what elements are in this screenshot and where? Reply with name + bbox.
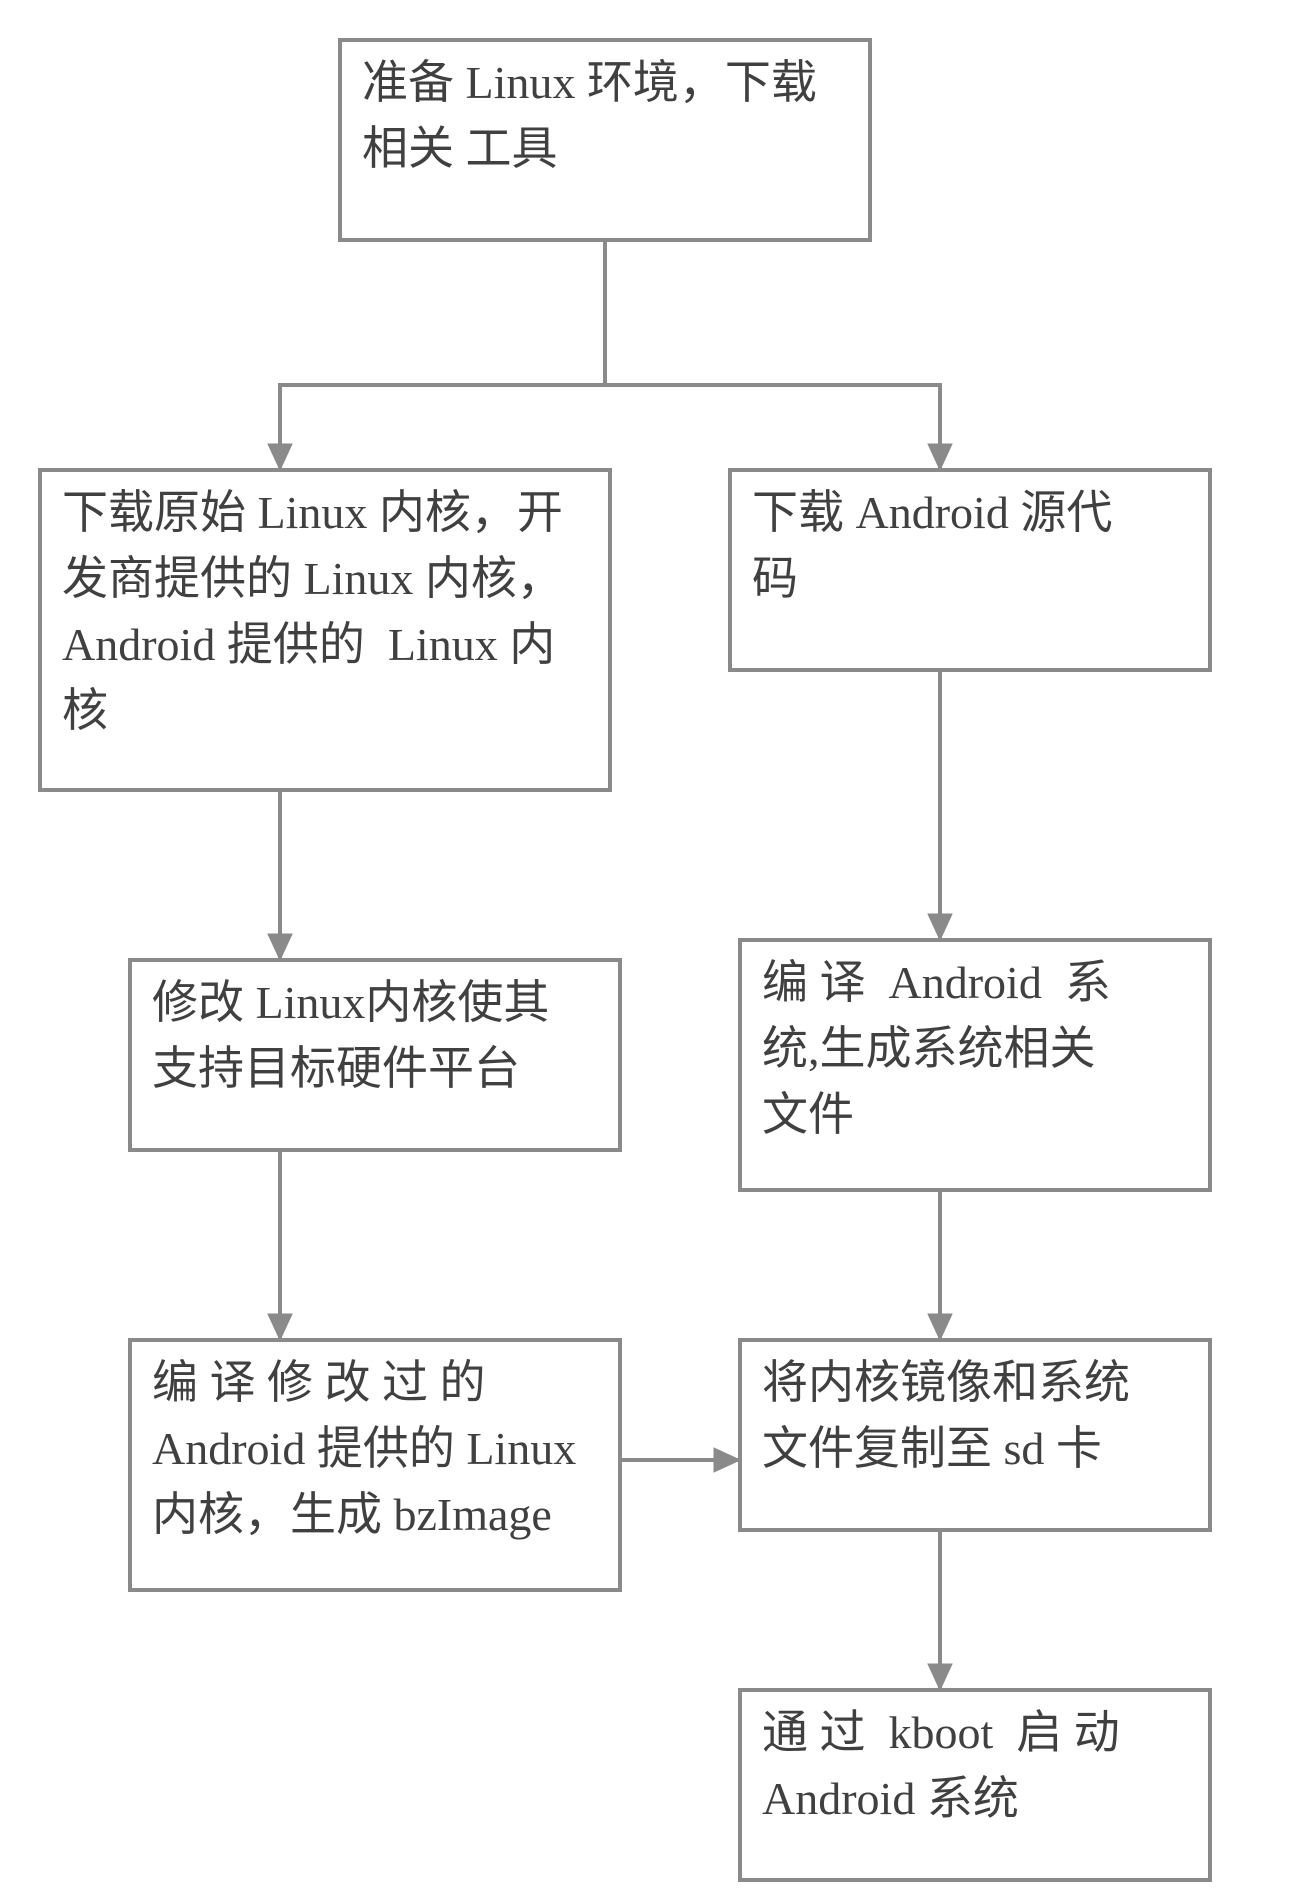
flowchart: 准备 Linux 环境，下载相关 工具下载原始 Linux 内核，开发商提供的 … (0, 0, 1289, 1896)
arrowhead (268, 1314, 292, 1340)
edge-prep-to-dlkern (280, 240, 605, 470)
arrowhead (928, 444, 952, 470)
arrowhead (268, 444, 292, 470)
node-text: 修改 Linux内核使其支持目标硬件平台 (152, 977, 549, 1094)
arrowhead (928, 1664, 952, 1690)
node-bzimage: 编 译 修 改 过 的Android 提供的 Linux内核，生成 bzImag… (130, 1340, 620, 1590)
node-compand: 编 译 Android 系统,生成系统相关文件 (740, 940, 1210, 1190)
arrowhead (928, 1314, 952, 1340)
arrowhead (268, 934, 292, 960)
node-text: 将内核镜像和系统文件复制至 sd 卡 (762, 1357, 1130, 1474)
node-text: 下载原始 Linux 内核，开发商提供的 Linux 内核，Android 提供… (62, 487, 563, 736)
node-kboot: 通 过 kboot 启 动Android 系统 (740, 1690, 1210, 1880)
arrowhead (714, 1448, 740, 1472)
node-text: 编 译 修 改 过 的Android 提供的 Linux内核，生成 bzImag… (152, 1357, 576, 1540)
node-text: 通 过 kboot 启 动Android 系统 (762, 1707, 1120, 1824)
node-prep: 准备 Linux 环境，下载相关 工具 (340, 40, 870, 240)
edge-prep-to-dlandr (605, 240, 940, 470)
node-dlandr: 下载 Android 源代码 (730, 470, 1210, 670)
node-modkern: 修改 Linux内核使其支持目标硬件平台 (130, 960, 620, 1150)
node-dlkern: 下载原始 Linux 内核，开发商提供的 Linux 内核，Android 提供… (40, 470, 610, 790)
node-text: 下载 Android 源代码 (752, 487, 1112, 604)
arrowhead (928, 914, 952, 940)
node-text: 编 译 Android 系统,生成系统相关文件 (762, 957, 1111, 1140)
node-copysd: 将内核镜像和系统文件复制至 sd 卡 (740, 1340, 1210, 1530)
node-text: 准备 Linux 环境，下载相关 工具 (362, 57, 817, 174)
